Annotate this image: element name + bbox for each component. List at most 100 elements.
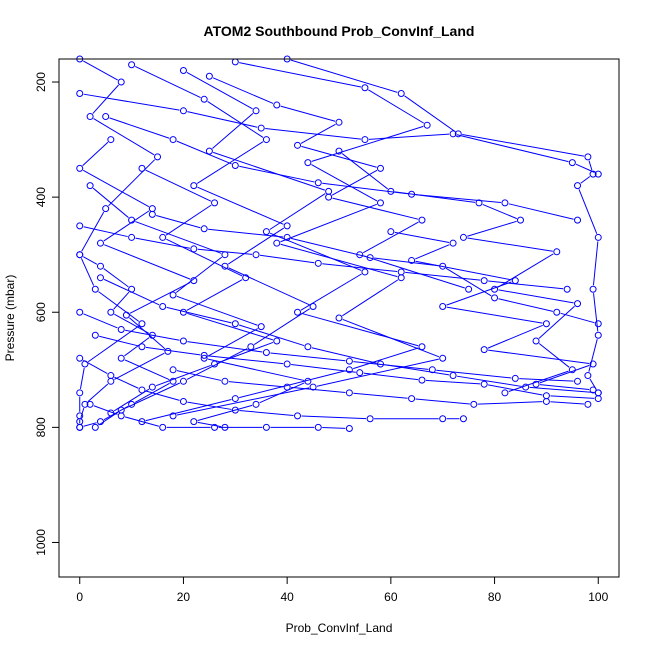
series-line-segment xyxy=(166,238,243,277)
data-point xyxy=(314,423,322,431)
data-point xyxy=(283,233,291,241)
data-point xyxy=(532,380,540,388)
y-tick-label: 200 xyxy=(34,72,48,92)
data-point xyxy=(491,294,499,302)
series-13 xyxy=(76,354,467,423)
data-point xyxy=(159,302,167,310)
series-line-segment xyxy=(301,415,367,420)
series-line-segment xyxy=(539,384,590,391)
series-line-segment xyxy=(538,343,570,368)
series-line-segment xyxy=(331,169,378,196)
data-point xyxy=(522,383,530,391)
series-line-segment xyxy=(446,306,543,324)
data-point xyxy=(247,343,255,351)
series-line-segment xyxy=(456,375,522,387)
series-line-segment xyxy=(83,422,97,427)
data-point xyxy=(91,423,99,431)
data-point xyxy=(273,239,281,247)
data-point xyxy=(190,182,198,190)
data-point xyxy=(376,199,384,207)
data-point xyxy=(211,423,219,431)
data-point xyxy=(345,389,353,397)
series-line-segment xyxy=(311,125,424,162)
data-point xyxy=(138,386,146,394)
data-point xyxy=(262,423,270,431)
series-6 xyxy=(335,147,582,397)
series-line-segment xyxy=(99,335,139,347)
data-point xyxy=(169,291,177,299)
series-line-segment xyxy=(196,141,264,184)
series-line-segment xyxy=(363,255,465,289)
series-line-segment xyxy=(93,405,118,415)
data-point xyxy=(252,107,260,115)
series-16 xyxy=(102,113,582,224)
data-point xyxy=(511,374,519,382)
series-line-segment xyxy=(208,355,284,365)
data-point xyxy=(96,262,104,270)
data-point xyxy=(283,360,291,368)
series-line-segment xyxy=(580,176,591,184)
series-line-segment xyxy=(488,280,564,290)
series-line-segment xyxy=(186,279,243,311)
y-axis-label: Pressure (mbar) xyxy=(3,275,17,362)
data-point xyxy=(252,400,260,408)
data-point xyxy=(159,233,167,241)
data-point xyxy=(86,113,94,121)
data-point xyxy=(262,136,270,144)
data-point xyxy=(231,161,239,169)
data-point xyxy=(231,320,239,328)
series-line-segment xyxy=(145,399,232,422)
series-line-segment xyxy=(280,203,377,243)
series-line-segment xyxy=(124,416,159,427)
series-4 xyxy=(283,55,602,397)
series-line-segment xyxy=(92,187,129,218)
series-layer xyxy=(76,55,602,433)
series-8 xyxy=(86,182,312,431)
series-line-segment xyxy=(124,337,150,357)
data-point xyxy=(128,285,136,293)
data-point xyxy=(449,239,457,247)
series-line-segment xyxy=(176,140,232,165)
series-line-segment xyxy=(187,401,232,410)
series-line-segment xyxy=(322,182,408,195)
series-line-segment xyxy=(322,427,346,429)
series-line-segment xyxy=(87,325,139,363)
data-point xyxy=(542,397,550,405)
data-point xyxy=(117,326,125,334)
series-line-segment xyxy=(80,258,95,286)
series-20 xyxy=(91,331,602,403)
series-line-segment xyxy=(488,384,543,396)
series-line-segment xyxy=(270,352,346,362)
y-tick-label: 400 xyxy=(34,187,48,207)
series-5 xyxy=(76,136,198,426)
data-point xyxy=(309,383,317,391)
series-line-segment xyxy=(175,256,223,293)
series-line-segment xyxy=(550,401,584,405)
data-point xyxy=(304,159,312,167)
data-point xyxy=(200,351,208,359)
series-line-segment xyxy=(550,395,595,399)
series-line-segment xyxy=(135,237,190,249)
series-line-segment xyxy=(529,386,595,394)
data-point xyxy=(345,425,353,433)
series-line-segment xyxy=(446,281,512,306)
data-point xyxy=(205,72,213,80)
series-line-segment xyxy=(497,253,554,288)
data-point xyxy=(169,366,177,374)
series-line-segment xyxy=(124,359,170,381)
data-point xyxy=(148,210,156,218)
data-point xyxy=(480,380,488,388)
data-point xyxy=(76,423,84,431)
data-point xyxy=(148,383,156,391)
data-point xyxy=(221,377,229,385)
data-point xyxy=(397,90,405,98)
series-line-segment xyxy=(238,324,305,347)
data-point xyxy=(418,216,426,224)
series-line-segment xyxy=(197,186,284,225)
data-point xyxy=(138,164,146,172)
data-point xyxy=(190,418,198,426)
series-line-segment xyxy=(415,194,501,204)
data-point xyxy=(594,320,602,328)
data-point xyxy=(231,406,239,414)
series-line-segment xyxy=(269,193,326,230)
